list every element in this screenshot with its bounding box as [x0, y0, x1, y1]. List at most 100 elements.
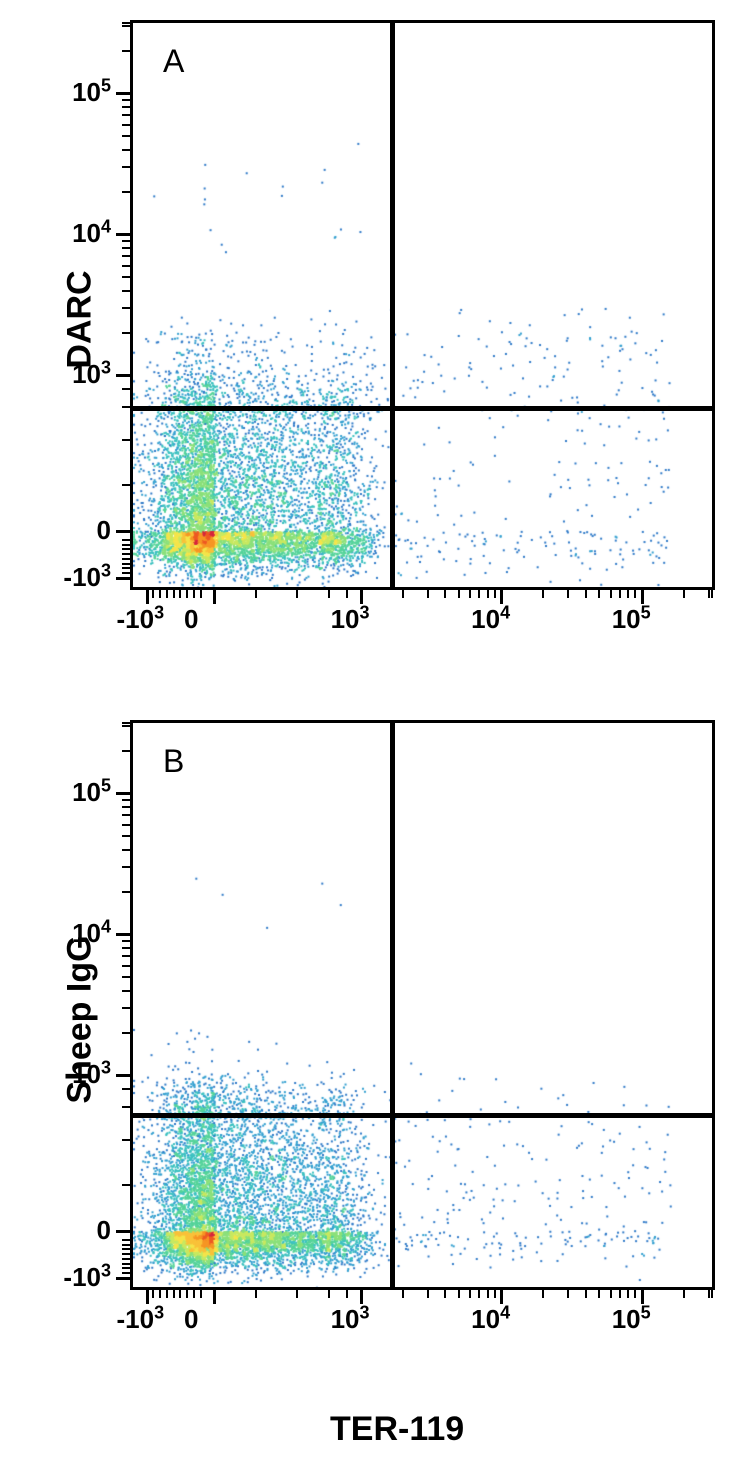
y-minor-tick [122, 149, 130, 151]
y-major-tick [116, 933, 130, 936]
x-minor-tick [627, 590, 629, 598]
x-minor-tick [402, 590, 404, 598]
y-minor-tick [122, 25, 130, 27]
y-minor-tick [122, 276, 130, 278]
y-minor-tick [122, 835, 130, 837]
y-minor-tick [122, 240, 130, 242]
y-minor-tick [122, 332, 130, 334]
y-major-tick [116, 1277, 130, 1280]
x-minor-tick [469, 1290, 471, 1298]
x-minor-tick [200, 1290, 202, 1298]
y-tick-label: 104 [56, 918, 111, 949]
y-minor-tick [122, 1244, 130, 1246]
y-minor-tick [122, 567, 130, 569]
y-minor-tick [122, 1106, 130, 1108]
y-minor-tick [122, 1272, 130, 1274]
y-minor-tick [122, 166, 130, 168]
panel-a: DARC A -1030103104105 -1030103104105 [0, 0, 739, 700]
y-minor-tick [122, 388, 130, 390]
y-minor-tick [122, 544, 130, 546]
x-minor-tick [296, 590, 298, 598]
x-minor-tick [469, 590, 471, 598]
y-major-tick [116, 1230, 130, 1233]
y-minor-tick [122, 558, 130, 560]
y-minor-tick [122, 976, 130, 978]
y-minor-tick [122, 484, 130, 486]
y-minor-tick [122, 947, 130, 949]
x-tick-label: 103 [331, 1304, 370, 1335]
panel-b-frame: B [130, 720, 715, 1290]
shared-x-title: TER-119 [330, 1410, 464, 1449]
x-minor-tick [585, 590, 587, 598]
x-major-tick [146, 1290, 149, 1304]
x-tick-label: 104 [471, 1304, 510, 1335]
panel-a-canvas [133, 23, 712, 587]
y-minor-tick [122, 548, 130, 550]
y-minor-tick [122, 307, 130, 309]
x-minor-tick [186, 590, 188, 598]
x-minor-tick [186, 1290, 188, 1298]
x-minor-tick [173, 1290, 175, 1298]
figure-page: DARC A -1030103104105 -1030103104105 She… [0, 0, 739, 1470]
y-minor-tick [122, 940, 130, 942]
x-minor-tick [478, 1290, 480, 1298]
y-minor-tick [122, 1267, 130, 1269]
y-tick-label: 105 [56, 777, 111, 808]
x-minor-tick [444, 1290, 446, 1298]
x-minor-tick [598, 590, 600, 598]
y-minor-tick [122, 1239, 130, 1241]
panel-b: Sheep IgG B -1030103104105 -103010310410… [0, 700, 739, 1400]
y-minor-tick [122, 539, 130, 541]
x-minor-tick [328, 1290, 330, 1298]
x-tick-label: -103 [117, 604, 165, 635]
x-minor-tick [542, 590, 544, 598]
x-minor-tick [487, 590, 489, 598]
y-tick-label: -103 [56, 562, 111, 593]
x-minor-tick [619, 1290, 621, 1298]
x-minor-tick [683, 590, 685, 598]
y-major-tick [116, 577, 130, 580]
y-minor-tick [122, 824, 130, 826]
y-minor-tick [122, 290, 130, 292]
x-minor-tick [627, 1290, 629, 1298]
y-minor-tick [122, 750, 130, 752]
x-minor-tick [166, 1290, 168, 1298]
y-minor-tick [122, 1253, 130, 1255]
y-minor-tick [122, 135, 130, 137]
panel-b-hline [133, 1113, 712, 1118]
y-minor-tick [122, 255, 130, 257]
y-minor-tick [122, 1139, 130, 1141]
x-minor-tick [619, 590, 621, 598]
x-minor-tick [200, 590, 202, 598]
y-minor-tick [122, 1088, 130, 1090]
y-minor-tick [122, 1258, 130, 1260]
y-major-tick [116, 92, 130, 95]
y-minor-tick [122, 1007, 130, 1009]
x-minor-tick [296, 1290, 298, 1298]
x-minor-tick [494, 1290, 496, 1298]
x-minor-tick [610, 1290, 612, 1298]
y-minor-tick [122, 866, 130, 868]
x-minor-tick [427, 1290, 429, 1298]
panel-a-vline [390, 23, 395, 587]
y-tick-label: 103 [56, 359, 111, 390]
x-minor-tick [567, 1290, 569, 1298]
x-tick-label: 104 [471, 604, 510, 635]
x-tick-label: 103 [331, 604, 370, 635]
y-major-tick [116, 530, 130, 533]
y-minor-tick [122, 725, 130, 727]
y-minor-tick [122, 1263, 130, 1265]
y-minor-tick [122, 722, 130, 724]
y-minor-tick [122, 439, 130, 441]
x-tick-label: 0 [184, 1304, 198, 1335]
x-tick-label: 105 [612, 1304, 651, 1335]
x-minor-tick [585, 1290, 587, 1298]
x-minor-tick [708, 1290, 710, 1298]
y-minor-tick [122, 114, 130, 116]
x-minor-tick [255, 1290, 257, 1298]
y-tick-label: 103 [56, 1059, 111, 1090]
y-minor-tick [122, 572, 130, 574]
x-minor-tick [634, 590, 636, 598]
y-minor-tick [122, 99, 130, 101]
y-minor-tick [122, 553, 130, 555]
